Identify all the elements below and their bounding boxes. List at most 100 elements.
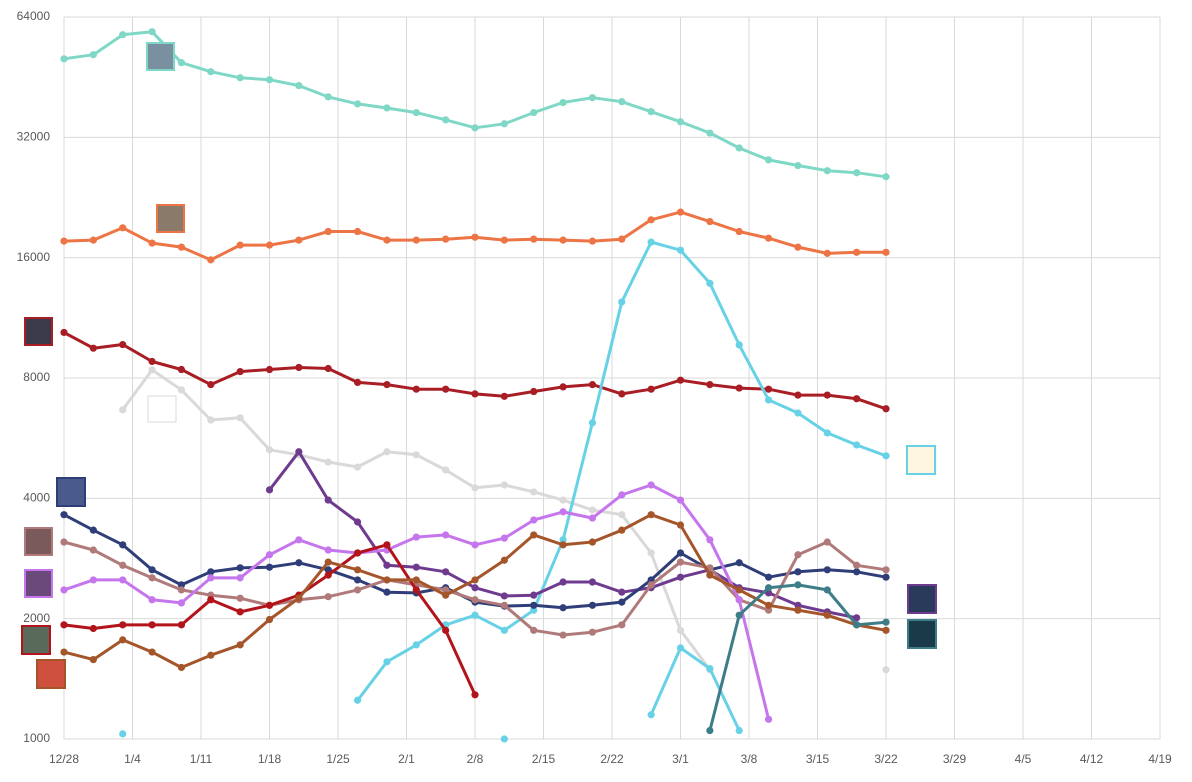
thumbnail: [24, 527, 53, 556]
data-point: [647, 108, 655, 116]
data-point: [324, 546, 332, 554]
series-line: [123, 370, 886, 670]
data-point: [442, 466, 450, 474]
data-point: [853, 561, 861, 569]
data-point: [618, 588, 626, 596]
data-point: [735, 596, 743, 604]
data-point: [383, 236, 391, 244]
data-point: [236, 414, 244, 422]
data-point: [383, 658, 391, 666]
data-point: [295, 594, 303, 602]
x-tick-label: 2/22: [600, 752, 624, 766]
data-point: [823, 429, 831, 437]
x-tick-label: 2/1: [398, 752, 415, 766]
data-point: [265, 365, 274, 374]
data-point: [177, 59, 186, 67]
data-point: [471, 611, 479, 619]
data-point: [588, 94, 597, 102]
data-point: [706, 217, 714, 226]
y-tick-label: 32000: [17, 130, 51, 144]
data-point: [177, 586, 186, 594]
data-point: [764, 573, 773, 581]
data-point: [60, 511, 68, 519]
data-point: [676, 626, 685, 634]
data-point: [676, 549, 685, 557]
thumbnails: [21, 42, 937, 689]
data-point: [706, 279, 714, 287]
data-point: [148, 28, 156, 36]
data-point: [500, 735, 508, 743]
data-point: [530, 591, 538, 599]
data-point: [236, 368, 244, 376]
data-point: [324, 566, 332, 574]
data-point: [618, 298, 626, 306]
data-point: [148, 566, 156, 574]
data-point: [500, 392, 508, 400]
data-point: [471, 596, 479, 604]
data-point: [676, 208, 685, 216]
thumbnail: [156, 204, 185, 233]
x-tick-label: 4/5: [1015, 752, 1032, 766]
data-point: [500, 626, 508, 634]
x-tick-label: 12/28: [49, 752, 79, 766]
data-point: [60, 621, 68, 629]
data-point: [148, 239, 156, 247]
data-point: [853, 248, 861, 256]
series-line: [356, 240, 887, 702]
data-point: [588, 538, 597, 546]
data-point: [882, 566, 890, 574]
x-tick-label: 3/1: [672, 752, 689, 766]
data-point: [618, 526, 626, 534]
data-point: [383, 576, 391, 584]
data-point: [676, 521, 685, 529]
data-point: [207, 651, 215, 659]
data-point: [764, 385, 773, 393]
data-point: [148, 366, 156, 374]
data-point: [60, 237, 68, 245]
data-point: [295, 448, 303, 456]
data-point: [89, 546, 97, 554]
data-point: [823, 611, 831, 619]
data-point: [471, 541, 479, 549]
data-point: [236, 241, 244, 249]
data-point: [236, 641, 244, 649]
y-tick-label: 2000: [23, 611, 50, 625]
data-point: [706, 726, 714, 735]
data-point: [618, 491, 626, 499]
data-point: [471, 233, 479, 241]
data-point: [119, 406, 127, 414]
data-point: [119, 541, 127, 549]
data-point: [530, 531, 538, 539]
data-point: [177, 621, 186, 629]
data-point: [236, 574, 244, 582]
data-point: [735, 341, 743, 349]
data-point: [559, 578, 567, 586]
data-point: [853, 441, 861, 449]
data-point: [853, 621, 861, 629]
data-point: [823, 391, 831, 399]
data-point: [706, 381, 714, 389]
data-point: [265, 551, 274, 559]
data-point: [559, 536, 567, 544]
data-point: [647, 385, 655, 393]
data-point: [588, 601, 597, 609]
data-point: [500, 236, 508, 244]
data-point: [530, 516, 538, 524]
data-point: [89, 624, 97, 633]
x-tick-label: 2/15: [532, 752, 556, 766]
data-point: [353, 566, 362, 574]
data-point: [735, 144, 743, 152]
data-point: [794, 606, 802, 614]
x-tick-label: 1/18: [258, 752, 282, 766]
data-point: [89, 576, 97, 584]
data-point: [823, 538, 831, 546]
data-point: [618, 511, 626, 519]
data-point: [177, 581, 186, 589]
data-point: [794, 161, 802, 170]
thumbnail: [24, 569, 53, 598]
data-point: [295, 363, 303, 372]
data-point: [236, 608, 244, 616]
data-point: [559, 631, 567, 639]
data-point: [530, 108, 538, 117]
data-point: [353, 518, 362, 526]
